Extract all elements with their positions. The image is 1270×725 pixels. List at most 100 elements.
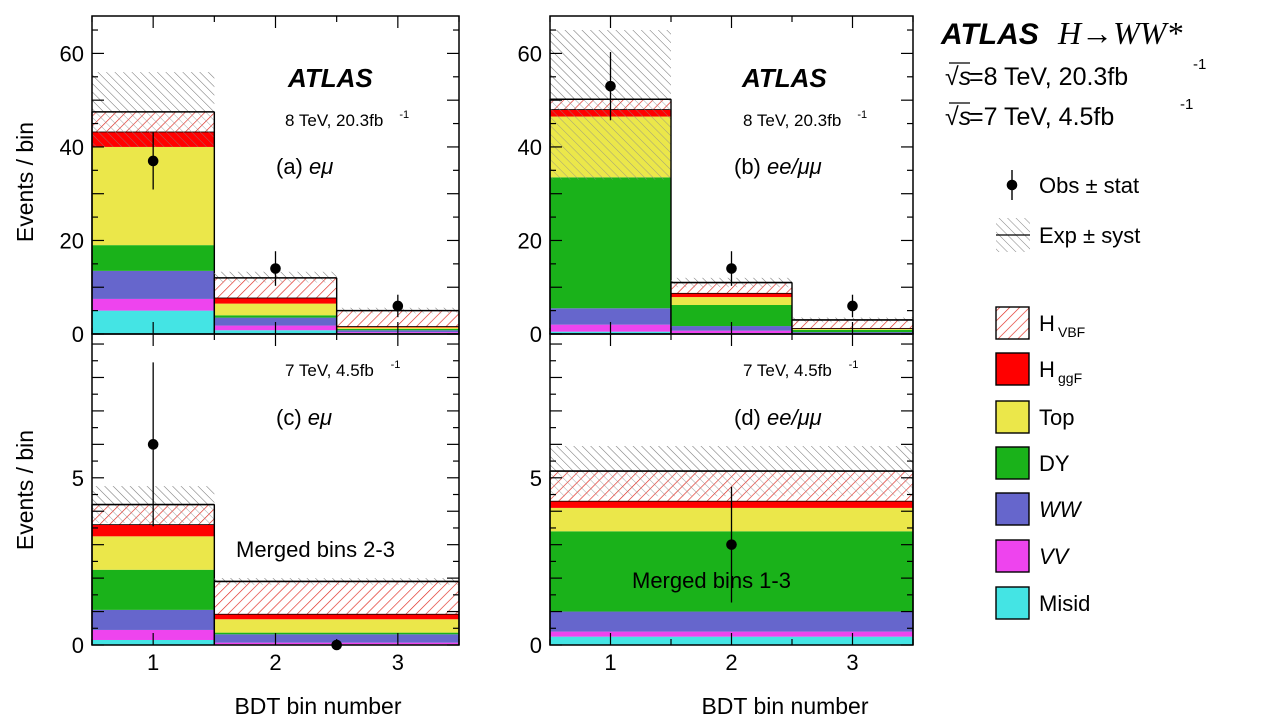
legend-swatch bbox=[995, 539, 1030, 573]
bar-dy bbox=[214, 632, 459, 635]
panel-a: 0 20 40 60 ATLAS 8 TeV, 20.3fb -1 (a) eμ bbox=[60, 15, 460, 347]
channel-label: (d) ee/μμ bbox=[734, 405, 822, 430]
ytick-label: 60 bbox=[60, 41, 84, 66]
merged-label: Merged bins 2-3 bbox=[236, 537, 395, 562]
ytick-label: 0 bbox=[530, 322, 542, 347]
energy-exp: -1 bbox=[857, 109, 867, 121]
obs-point bbox=[270, 263, 281, 274]
xlabel-left: BDT bin number bbox=[234, 693, 401, 719]
legend-label-sub: ggF bbox=[1058, 370, 1082, 386]
energy-exp: -1 bbox=[849, 359, 859, 371]
channel-label: (c) eμ bbox=[276, 405, 332, 430]
bar-dy bbox=[550, 177, 671, 309]
process-label: H→WW* bbox=[1057, 15, 1182, 51]
legend-swatch bbox=[995, 586, 1030, 620]
obs-point bbox=[605, 80, 616, 92]
xtick-label: 3 bbox=[392, 650, 404, 675]
bar-top bbox=[214, 619, 459, 633]
bin-a-1 bbox=[91, 72, 216, 334]
bar-ww bbox=[550, 611, 913, 632]
obs-point bbox=[392, 300, 404, 312]
atlas-label: ATLAS bbox=[741, 63, 827, 93]
xtick-label: 3 bbox=[846, 650, 858, 675]
figure-header: ATLAS H→WW* √s =8 TeV, 20.3fb -1 √s =7 T… bbox=[940, 15, 1206, 131]
bar-hggf bbox=[671, 293, 792, 298]
legend-swatch bbox=[995, 400, 1030, 434]
sqrt-s-8: √s bbox=[945, 63, 971, 91]
bar-ww bbox=[550, 308, 671, 325]
bar-hggf bbox=[214, 297, 337, 304]
atlas-label: ATLAS bbox=[287, 63, 373, 93]
legend-label: Misid bbox=[1039, 591, 1090, 616]
legend-item-misid: Misid bbox=[995, 586, 1090, 620]
lumi-8-exp: -1 bbox=[1193, 56, 1206, 73]
xtick-label: 1 bbox=[147, 650, 159, 675]
lumi-8-text: =8 TeV, 20.3fb bbox=[969, 63, 1128, 91]
bar-dy bbox=[92, 569, 215, 610]
bar-ww bbox=[214, 317, 337, 326]
obs-point bbox=[147, 155, 159, 167]
bar-hggf bbox=[92, 524, 215, 537]
obs-point bbox=[147, 439, 159, 450]
legend-label: Top bbox=[1039, 405, 1074, 430]
ytick-label: 40 bbox=[60, 135, 84, 160]
atlas-header: ATLAS bbox=[940, 18, 1039, 51]
merged-label: Merged bins 1-3 bbox=[632, 568, 791, 593]
legend-swatch bbox=[995, 492, 1030, 526]
sqrt-s-7: √s bbox=[945, 103, 971, 131]
legend-obs-dot bbox=[1006, 179, 1018, 191]
ytick-label: 0 bbox=[72, 633, 84, 658]
legend-item-exp: Exp ± syst bbox=[996, 218, 1140, 252]
ylabel-top: Events / bin bbox=[12, 122, 38, 242]
legend-swatch bbox=[995, 446, 1030, 480]
legend-label: Exp ± syst bbox=[1039, 223, 1140, 248]
legend-label: Obs ± stat bbox=[1039, 173, 1139, 198]
legend-swatch bbox=[995, 352, 1030, 386]
panel-b: 0 20 40 60 ATLAS 8 TeV, 20.3fb -1 (b) ee/μμ bbox=[518, 15, 914, 347]
ytick-label: 20 bbox=[60, 228, 84, 253]
bar-top bbox=[214, 303, 337, 316]
bar-hvbf bbox=[213, 581, 460, 615]
obs-point bbox=[847, 300, 858, 312]
legend-item-vv: VV bbox=[995, 539, 1071, 573]
xlabel-right: BDT bin number bbox=[701, 693, 868, 719]
ytick-label: 0 bbox=[530, 633, 542, 658]
legend-swatch bbox=[995, 306, 1030, 340]
legend-label-sub: VBF bbox=[1058, 324, 1085, 340]
bar-ww bbox=[92, 270, 215, 299]
lumi-7-text: =7 TeV, 4.5fb bbox=[969, 103, 1114, 131]
bar-dy bbox=[671, 305, 792, 327]
bar-top bbox=[671, 297, 792, 306]
bin-c-2 bbox=[213, 578, 460, 645]
bar-ww bbox=[92, 609, 215, 630]
ytick-label: 5 bbox=[530, 466, 542, 491]
ylabel-bottom: Events / bin bbox=[12, 430, 38, 550]
panel-d: 0 5 1 2 3 7 TeV, 4.5fb -1 (d) ee/μμ Merged bins … bbox=[530, 333, 914, 675]
ytick-label: 20 bbox=[518, 228, 542, 253]
bar-dy bbox=[214, 315, 337, 318]
obs-point bbox=[726, 263, 737, 274]
xtick-label: 2 bbox=[269, 650, 281, 675]
legend-item-ww: WW bbox=[995, 492, 1083, 526]
ytick-label: 5 bbox=[72, 466, 84, 491]
ytick-label: 60 bbox=[518, 41, 542, 66]
bar-hggf bbox=[214, 614, 459, 620]
energy-exp: -1 bbox=[391, 359, 401, 371]
legend-label: WW bbox=[1039, 497, 1083, 522]
legend-label: DY bbox=[1039, 451, 1070, 476]
bar-top bbox=[92, 536, 215, 570]
channel-label: (a) eμ bbox=[276, 154, 333, 179]
energy-exp: -1 bbox=[399, 109, 409, 121]
energy-label: 8 TeV, 20.3fb bbox=[743, 111, 841, 130]
legend-item-obs: Obs ± stat bbox=[1006, 170, 1139, 200]
legend-item-top: Top bbox=[995, 400, 1074, 434]
bar-vv bbox=[92, 298, 215, 311]
xtick-label: 2 bbox=[725, 650, 737, 675]
lumi-7-exp: -1 bbox=[1180, 96, 1193, 113]
lumi-7tev: √s =7 TeV, 4.5fb -1 bbox=[945, 96, 1193, 131]
panel-c: 0 5 1 2 3 7 TeV, 4.5fb -1 (c) eμ Merged bins 2-3 bbox=[72, 333, 460, 675]
